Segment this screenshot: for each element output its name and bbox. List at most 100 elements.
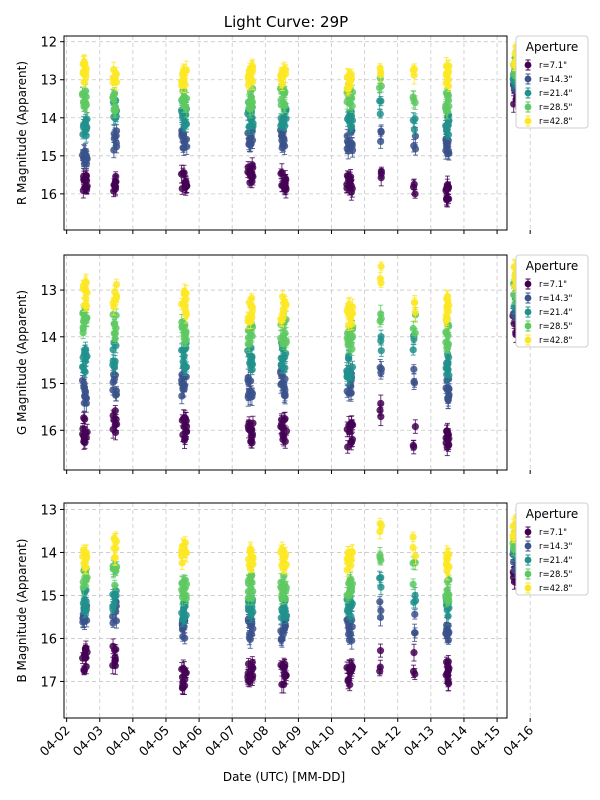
y-tick-label: 13: [40, 74, 57, 89]
data-point: [280, 299, 288, 307]
data-point: [112, 538, 120, 546]
data-point: [246, 70, 254, 78]
legend-marker: [524, 75, 532, 83]
data-point: [442, 315, 450, 324]
data-point: [248, 594, 256, 603]
data-point: [376, 406, 384, 414]
data-point: [180, 436, 189, 444]
data-point: [111, 107, 119, 115]
data-point: [411, 308, 419, 316]
panel-1: 13 14 15 16 G Magnitude (Apparent) Aperture r=…: [15, 254, 589, 474]
data-point: [377, 337, 385, 345]
data-point: [410, 65, 419, 73]
data-point: [181, 675, 189, 684]
data-point: [443, 92, 452, 100]
data-point: [443, 295, 451, 303]
plot-frame: [63, 35, 508, 231]
data-point: [345, 113, 353, 121]
figure-title: Light Curve: 29P: [224, 13, 348, 31]
data-point: [442, 139, 450, 147]
data-point: [111, 296, 120, 304]
legend-marker: [524, 280, 532, 288]
data-point: [180, 423, 188, 431]
y-tick-label: 14: [40, 112, 57, 127]
legend-title: Aperture: [526, 40, 579, 54]
data-point: [79, 546, 88, 554]
y-tick-label: 12: [40, 36, 57, 51]
data-point: [280, 433, 288, 441]
panel-2: 131415161704-0204-0304-0404-0504-0604-07…: [15, 502, 589, 759]
data-point: [81, 439, 89, 447]
data-point: [348, 309, 357, 317]
data-point: [410, 443, 418, 451]
data-point: [82, 653, 90, 662]
plot-frame: [63, 254, 508, 471]
data-point: [180, 169, 188, 177]
data-point: [79, 329, 87, 337]
data-point: [110, 320, 118, 328]
legend-label: r=14.3": [539, 294, 573, 304]
data-point: [376, 110, 384, 118]
data-point: [109, 661, 117, 670]
data-point: [346, 367, 354, 375]
data-point: [444, 121, 452, 129]
data-point: [247, 311, 256, 319]
data-point: [410, 125, 418, 134]
data-point: [80, 120, 88, 129]
data-point: [277, 101, 285, 109]
data-point: [411, 422, 419, 431]
data-point: [79, 323, 87, 331]
data-point: [443, 181, 452, 189]
data-point: [113, 142, 121, 151]
data-point: [280, 669, 288, 677]
data-point: [109, 93, 117, 101]
data-point: [179, 144, 187, 152]
data-point: [244, 163, 252, 171]
data-point: [180, 603, 188, 611]
data-point: [245, 351, 254, 359]
data-point: [282, 185, 290, 194]
data-point: [279, 589, 287, 597]
data-point: [82, 598, 90, 606]
data-point: [245, 606, 253, 614]
data-point: [444, 396, 452, 404]
legend-box: [515, 254, 589, 348]
legend-title: Aperture: [526, 259, 579, 273]
data-point: [377, 399, 385, 408]
data-point: [245, 419, 253, 427]
y-tick-label: 15: [40, 150, 57, 165]
data-point: [411, 329, 419, 337]
data-point: [343, 329, 352, 337]
data-point: [181, 382, 189, 390]
y-axis-label: G Magnitude (Apparent): [15, 290, 29, 435]
data-point: [278, 121, 287, 129]
data-point: [248, 571, 256, 580]
data-point: [445, 371, 453, 379]
data-point: [347, 123, 356, 131]
data-point: [82, 302, 91, 310]
y-tick-label: 13: [40, 284, 57, 299]
data-point: [345, 351, 353, 360]
data-point: [410, 365, 418, 373]
legend-label: r=28.5": [539, 322, 573, 332]
data-point: [80, 346, 89, 354]
data-point: [377, 413, 385, 421]
data-point: [444, 340, 452, 348]
data-point: [443, 194, 451, 203]
data-point: [443, 443, 451, 451]
data-point: [410, 299, 419, 307]
data-point: [178, 684, 186, 692]
data-point: [445, 353, 453, 361]
data-point: [81, 388, 89, 396]
data-point: [80, 89, 88, 98]
data-point: [377, 347, 385, 355]
data-point: [376, 275, 384, 283]
data-point: [279, 340, 287, 348]
data-point: [111, 329, 119, 337]
legend-label: r=14.3": [539, 75, 573, 85]
legend-box: [515, 35, 589, 129]
data-point: [80, 176, 88, 184]
y-tick-label: 16: [40, 424, 57, 439]
data-point: [111, 581, 119, 589]
legend-label: r=21.4": [539, 89, 573, 99]
